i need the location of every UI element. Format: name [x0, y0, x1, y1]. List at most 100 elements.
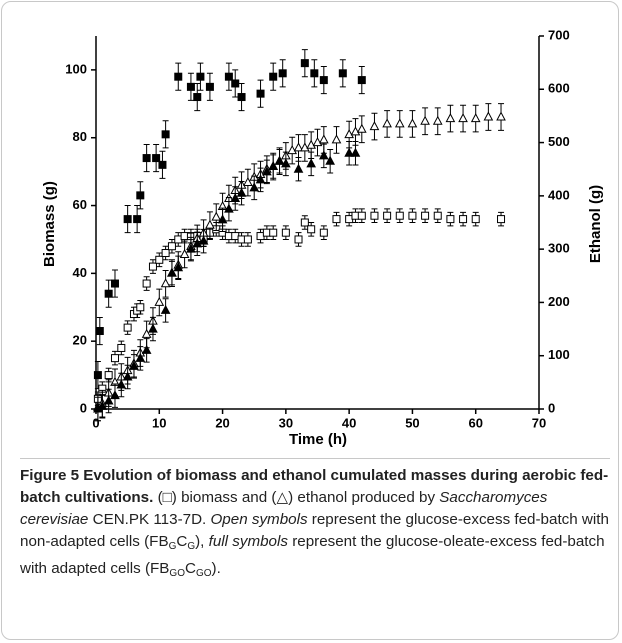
caption-text: represent the glucose-excess fed-batch w…: [20, 511, 609, 550]
y-tick-label: 0: [80, 400, 87, 415]
marker: [356, 123, 367, 133]
marker: [319, 228, 328, 237]
marker: [243, 176, 253, 187]
caption-text: Saccharomyces cerevisiae: [20, 489, 548, 528]
marker: [458, 113, 468, 123]
marker: [161, 249, 170, 258]
marker: [141, 328, 152, 338]
marker: [224, 203, 234, 213]
marker: [133, 215, 142, 224]
marker: [382, 118, 392, 128]
marker: [407, 118, 418, 128]
marker: [224, 72, 233, 81]
marker: [123, 323, 132, 332]
caption-title: Figure 5 Evolution of biomass and ethano…: [20, 467, 609, 506]
marker: [256, 89, 265, 98]
marker: [148, 262, 157, 271]
marker: [95, 327, 104, 336]
caption-text: Open symbols: [210, 511, 308, 528]
marker: [281, 158, 291, 168]
marker: [420, 115, 430, 125]
x-tick-label: 50: [405, 415, 419, 430]
marker: [497, 215, 506, 224]
marker: [167, 267, 177, 277]
marker: [142, 154, 151, 163]
marker: [432, 115, 443, 125]
y-tick-label: 100: [65, 61, 87, 76]
y2-tick-label: 100: [548, 347, 570, 362]
marker: [243, 235, 252, 244]
marker: [310, 69, 319, 78]
marker: [293, 163, 304, 173]
marker: [136, 303, 145, 312]
marker: [148, 323, 158, 333]
marker: [350, 126, 361, 136]
marker: [179, 248, 190, 258]
marker: [281, 228, 290, 237]
y2-tick-label: 600: [548, 81, 570, 96]
x-tick-label: 0: [92, 415, 99, 430]
marker: [116, 379, 127, 389]
caption-text: G: [168, 541, 177, 552]
marker: [122, 371, 133, 381]
y-tick-label: 60: [73, 197, 87, 212]
marker: [161, 130, 170, 139]
marker: [383, 211, 392, 220]
caption: Figure 5 Evolution of biomass and ethano…: [20, 458, 610, 585]
marker: [193, 93, 202, 102]
marker: [269, 228, 278, 237]
caption-text: represent the glucose-oleate-excess fed-…: [20, 533, 605, 577]
marker: [421, 211, 430, 220]
marker: [103, 395, 114, 405]
caption-text: GO: [169, 568, 185, 579]
marker: [294, 235, 303, 244]
marker: [123, 215, 132, 224]
caption-text: G: [187, 541, 196, 552]
marker: [278, 69, 287, 78]
marker: [110, 279, 119, 288]
marker: [496, 111, 506, 121]
marker: [483, 111, 494, 121]
marker: [136, 191, 145, 200]
marker: [255, 174, 266, 184]
marker: [319, 76, 328, 85]
marker: [198, 235, 209, 245]
marker: [470, 113, 481, 123]
marker: [395, 211, 404, 220]
marker: [174, 72, 183, 81]
marker: [196, 72, 205, 81]
y-tick-label: 20: [73, 333, 87, 348]
marker: [445, 113, 456, 123]
marker: [93, 371, 102, 380]
marker: [192, 238, 203, 248]
marker: [104, 289, 113, 298]
marker: [318, 150, 329, 160]
marker: [97, 400, 108, 410]
marker: [408, 211, 417, 220]
y2-tick-label: 300: [548, 241, 570, 256]
caption-text: C: [184, 560, 196, 577]
marker: [433, 211, 442, 220]
chart: Biomass (g) Ethanol (g) Time (h) 0 20 40 60…: [41, 27, 604, 448]
marker: [110, 390, 120, 400]
marker: [142, 279, 151, 288]
marker: [158, 160, 167, 169]
caption-text: CEN.PK 113-7D.: [88, 511, 211, 528]
x-tick-label: 20: [215, 415, 229, 430]
marker: [129, 360, 139, 370]
marker: [104, 371, 113, 380]
x-tick-label: 30: [279, 415, 293, 430]
marker: [312, 137, 323, 147]
marker: [117, 343, 126, 352]
marker: [160, 278, 171, 288]
marker: [231, 79, 240, 88]
marker: [268, 160, 279, 171]
marker: [274, 155, 285, 165]
x-tick-label: 40: [342, 415, 356, 430]
marker: [135, 352, 146, 362]
marker: [155, 255, 164, 264]
caption-text: C: [176, 533, 188, 550]
x-tick-label: 60: [468, 415, 482, 430]
marker: [269, 72, 278, 81]
